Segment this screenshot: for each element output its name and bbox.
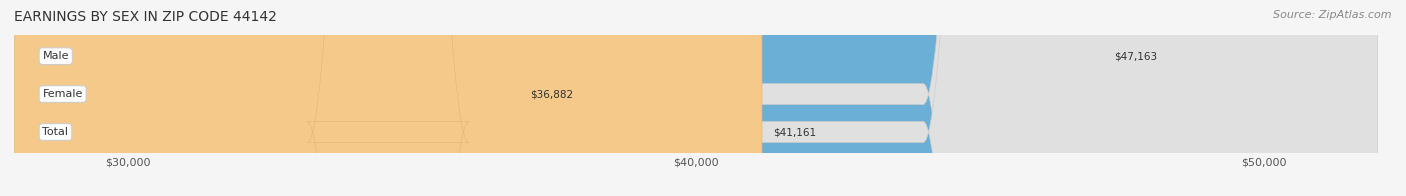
Text: $36,882: $36,882 xyxy=(530,89,574,99)
Text: EARNINGS BY SEX IN ZIP CODE 44142: EARNINGS BY SEX IN ZIP CODE 44142 xyxy=(14,10,277,24)
Text: Male: Male xyxy=(42,51,69,61)
FancyBboxPatch shape xyxy=(14,0,519,196)
Text: Female: Female xyxy=(42,89,83,99)
Text: Source: ZipAtlas.com: Source: ZipAtlas.com xyxy=(1274,10,1392,20)
Text: $47,163: $47,163 xyxy=(1115,51,1157,61)
FancyBboxPatch shape xyxy=(14,0,1378,196)
Text: Total: Total xyxy=(42,127,69,137)
FancyBboxPatch shape xyxy=(14,0,762,196)
FancyBboxPatch shape xyxy=(14,0,1104,196)
Text: $41,161: $41,161 xyxy=(773,127,817,137)
FancyBboxPatch shape xyxy=(14,0,1378,196)
FancyBboxPatch shape xyxy=(14,0,1378,196)
